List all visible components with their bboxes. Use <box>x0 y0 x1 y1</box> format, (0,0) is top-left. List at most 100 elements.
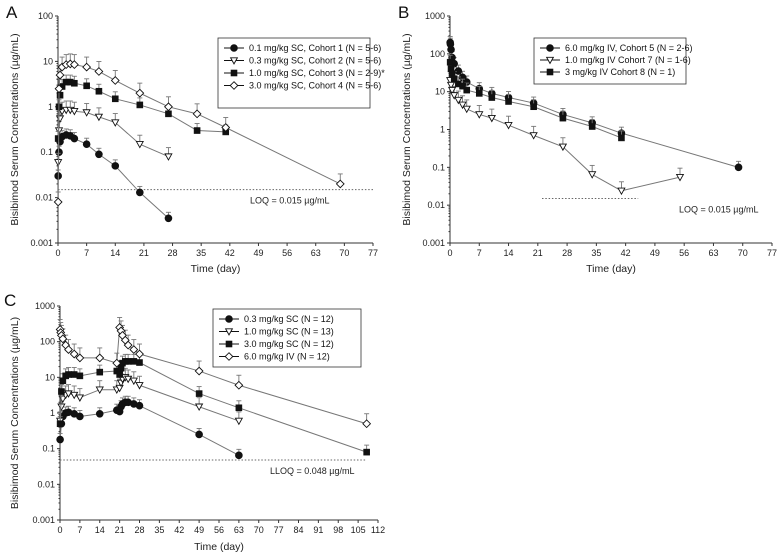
panel-c-series-2-point <box>129 377 138 386</box>
panel-b-y-tick-label: 0.01 <box>427 200 445 210</box>
panel-b-series-3-point <box>450 75 458 83</box>
panel-c-x-tick-label: 77 <box>274 525 284 535</box>
panel-a-series-4-point <box>110 76 120 85</box>
panel-a-x-tick-label: 0 <box>55 248 60 258</box>
panel-c-series-4-point <box>362 419 372 429</box>
panel-c-series-3-point <box>96 368 104 376</box>
panel-a-series-4-point <box>55 70 65 80</box>
panel-a-series-4-point <box>82 62 92 72</box>
panel-c-legend-marker <box>224 352 234 361</box>
panel-b-y-tick-label: 0.001 <box>422 238 445 248</box>
panel-c-series-4-point <box>75 353 85 363</box>
panel-c-x-tick-label: 91 <box>313 525 323 535</box>
panel-b-series-2-point <box>675 173 685 182</box>
panel-a-y-tick-label: 0.001 <box>30 238 53 248</box>
panel-b-series-2-point <box>450 92 459 100</box>
panel-a-series-1 <box>54 128 173 223</box>
panel-a-series-3-point <box>111 95 119 103</box>
panel-c-series-2-point <box>70 391 79 400</box>
panel-a-x-tick-label: 70 <box>339 248 349 258</box>
panel-b-series-2 <box>446 70 685 196</box>
panel-a-series-3-point <box>95 87 103 95</box>
panel-b-series-1-line <box>449 42 739 168</box>
panel-c-legend-marker <box>225 315 233 323</box>
panel-b-series-2-point <box>617 187 626 196</box>
panel-b-x-tick-label: 21 <box>533 248 543 258</box>
panel-a-legend: 0.1 mg/kg SC, Cohort 1 (N = 5-6) 0.3 mg/k… <box>217 37 385 109</box>
panel-c-series-1-point <box>195 430 203 439</box>
panel-c-x-tick-label: 70 <box>254 525 264 535</box>
panel-b-series-2-point <box>487 114 496 123</box>
panel-a-x-tick-label: 42 <box>225 248 235 258</box>
panel-a-series-3-point <box>136 101 144 109</box>
panel-c-series-2 <box>55 367 244 426</box>
panel-b-x-tick-label: 14 <box>504 248 514 258</box>
panel-c-series-4-point <box>135 349 144 359</box>
panel-c-x-tick-label: 112 <box>371 525 385 535</box>
panel-a-loq-label: LOQ = 0.015 µg/mL <box>250 196 329 206</box>
panel-c-series-3-point <box>76 372 84 380</box>
panel-a-x-tick-label: 49 <box>253 248 263 258</box>
panel-b-x-tick-label: 49 <box>650 248 660 258</box>
panel-c-legend: 0.3 mg/kg SC (N = 12) 1.0 mg/kg SC (N = 1… <box>212 308 362 368</box>
panel-b-legend-label: 6.0 mg/kg IV, Cohort 5 (N = 2-6) <box>565 43 692 53</box>
panel-c-legend-label: 1.0 mg/kg SC (N = 13) <box>244 327 334 337</box>
panel-a-series-1-point <box>164 214 173 223</box>
panel-b-series-2-point <box>504 122 513 130</box>
panel-a-legend-label: 1.0 mg/kg SC, Cohort 3 (N = 2-9)* <box>249 68 385 78</box>
panel-b-series-3-point <box>505 98 512 105</box>
panel-b: B 0.001 0.01 0.1 1 10 100 1000 0 7 14 21 28 35 42 49 56 6… <box>398 3 777 275</box>
panel-c-x-tick-label: 14 <box>95 525 105 535</box>
panel-c-series-3-point <box>136 359 143 366</box>
panel-a-series-1-point <box>111 162 120 170</box>
panel-c-series-3-point <box>116 371 123 378</box>
panel-b-legend-box <box>533 37 687 85</box>
panel-c-series-2-point <box>135 382 144 390</box>
panel-b-series-1-point <box>454 67 463 75</box>
panel-b-series-1-point <box>447 45 455 54</box>
panel-b-legend: 6.0 mg/kg IV, Cohort 5 (N = 2-6) 1.0 mg/k… <box>533 37 692 85</box>
panel-c-y-tick-label: 1000 <box>35 301 55 311</box>
panel-b-series-3-point <box>588 123 596 130</box>
panel-a-x-tick-label: 63 <box>311 248 321 258</box>
panel-b-series-3-point <box>459 82 466 90</box>
panel-b-x-tick-label: 70 <box>738 248 748 258</box>
panel-a-legend-marker <box>229 57 239 65</box>
panel-b-series-2-point <box>458 101 467 110</box>
panel-c-series-4-point <box>69 349 79 359</box>
panel-a-series-2-point <box>82 109 91 117</box>
panel-c-series-4-point <box>58 334 68 344</box>
panel-c-series-4-point <box>194 366 204 376</box>
panel-c-y-tick-label: 0.1 <box>42 444 55 454</box>
panel-b-x-axis-label: Time (day) <box>586 263 636 275</box>
panel-a-legend-label: 0.1 mg/kg SC, Cohort 1 (N = 5-6) <box>249 43 381 53</box>
panel-b-x-tick-label: 77 <box>767 248 777 258</box>
panel-b-series-1-point <box>734 163 743 172</box>
panel-b-legend-marker <box>546 44 554 52</box>
panel-c-series-4-point <box>129 345 139 355</box>
panel-a-y-tick-label: 10 <box>43 56 53 66</box>
panel-c-y-axis-label: Bisibimod Serum Concentrations (µg/mL) <box>9 317 21 509</box>
panel-c-series-2-point <box>95 386 104 395</box>
panel-c-legend-marker <box>225 340 233 348</box>
panel-a-x-tick-label: 14 <box>110 248 120 258</box>
panel-c-y-tick-label: 100 <box>40 337 55 347</box>
panel-a-legend-label: 0.3 mg/kg SC, Cohort 2 (N = 5-6) <box>249 56 381 66</box>
panel-c-series-3-point <box>195 390 203 397</box>
panel-c-series-3 <box>56 353 370 456</box>
panel-a-y-tick-label: 100 <box>38 11 53 21</box>
panel-a-series-1-point <box>82 140 91 149</box>
panel-a-series-1-point <box>70 134 79 143</box>
panel-a-series-1-line <box>57 134 169 219</box>
panel-c: C 0.001 0.01 0.1 1 10 100 1000 0 7 14 21 28 35 42 49 56 6… <box>4 291 385 553</box>
panel-a-x-tick-label: 21 <box>139 248 149 258</box>
panel-b-series-2-line <box>449 80 681 192</box>
panel-b-series-2-point <box>588 171 597 179</box>
panel-b-series-3-point <box>475 90 483 97</box>
panel-a-legend-marker <box>230 44 238 52</box>
panel-c-series-2-point <box>194 403 204 412</box>
panel-a-series-2 <box>53 100 173 167</box>
panel-b-series-2-point <box>475 111 484 119</box>
panel-a-series-4 <box>53 53 345 207</box>
panel-b-series-3-point <box>446 58 454 66</box>
